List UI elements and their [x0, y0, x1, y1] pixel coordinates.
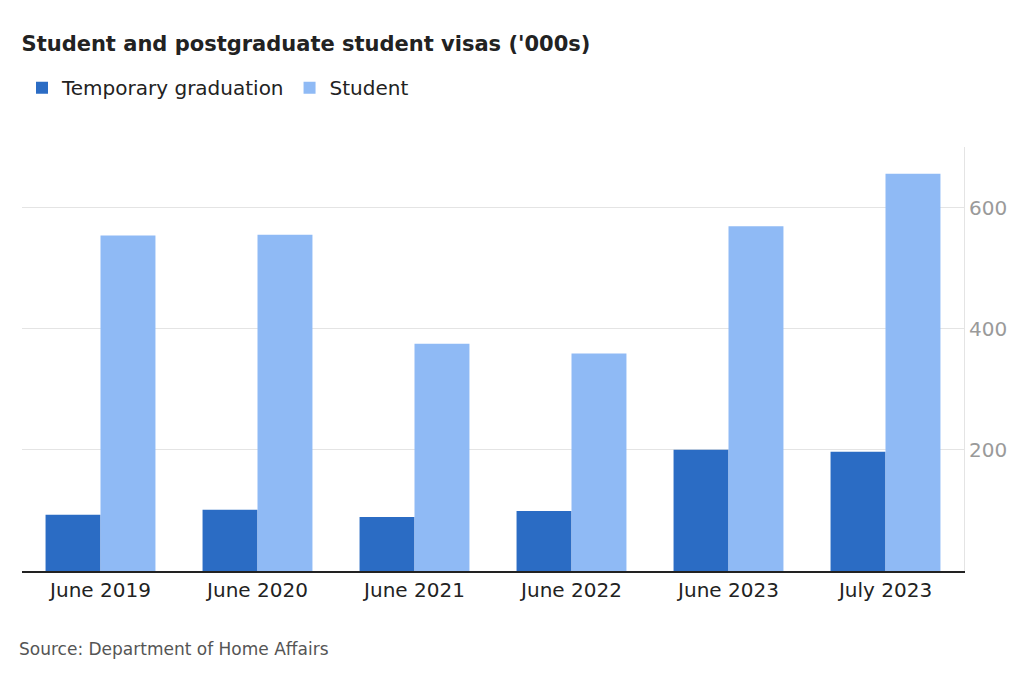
svg-text:600: 600 — [969, 196, 1007, 220]
svg-text:June 2020: June 2020 — [205, 578, 308, 602]
svg-text:200: 200 — [969, 438, 1007, 462]
svg-text:July 2023: July 2023 — [837, 578, 932, 602]
svg-text:Student and postgraduate stude: Student and postgraduate student visas (… — [22, 32, 591, 56]
svg-text:Student: Student — [330, 76, 409, 100]
svg-text:June 2023: June 2023 — [676, 578, 779, 602]
svg-text:June 2019: June 2019 — [48, 578, 151, 602]
svg-text:400: 400 — [969, 317, 1007, 341]
svg-text:June 2021: June 2021 — [362, 578, 465, 602]
svg-text:June 2022: June 2022 — [519, 578, 622, 602]
svg-text:Temporary graduation: Temporary graduation — [61, 76, 284, 100]
svg-text:Source: Department of Home Aff: Source: Department of Home Affairs — [19, 639, 329, 659]
